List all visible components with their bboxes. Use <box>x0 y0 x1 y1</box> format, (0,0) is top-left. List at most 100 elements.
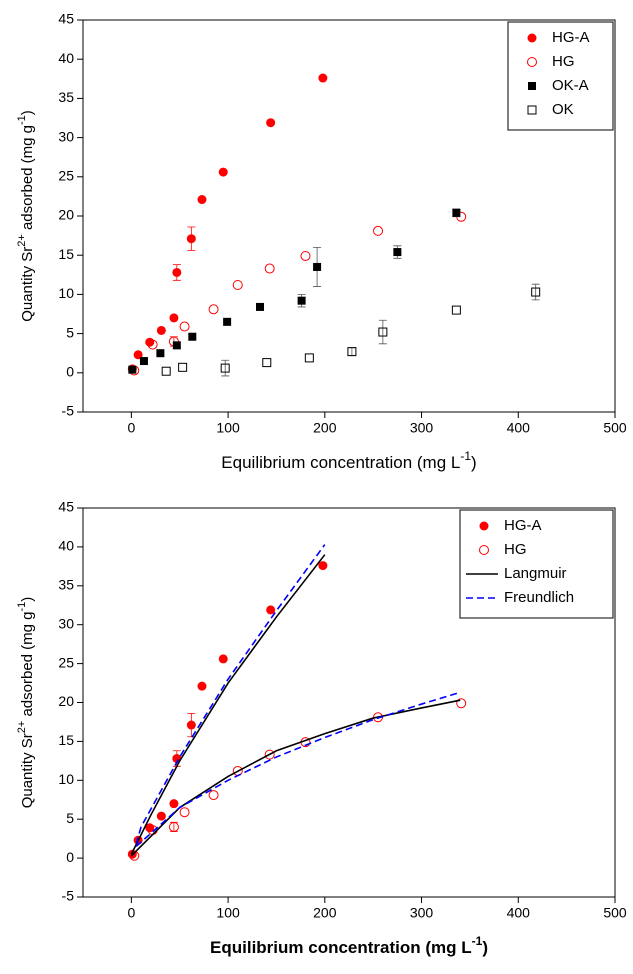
x-tick-label: 300 <box>410 905 434 921</box>
x-tick-label: 0 <box>127 905 135 921</box>
point <box>297 296 306 305</box>
point <box>186 720 196 730</box>
point <box>218 654 228 664</box>
x-tick-label: 0 <box>127 420 135 436</box>
legend-label: OK-A <box>552 77 589 94</box>
point <box>169 799 179 809</box>
y-tick-label: 0 <box>66 849 74 865</box>
point <box>169 313 179 323</box>
y-axis-label-part: ) <box>19 110 36 115</box>
y-tick-label: 45 <box>58 499 74 515</box>
fit-curve <box>135 691 461 848</box>
point <box>313 262 322 271</box>
x-tick-label: 200 <box>313 905 337 921</box>
x-tick-label: 400 <box>507 420 531 436</box>
point <box>232 279 243 290</box>
point <box>156 325 166 335</box>
point <box>452 208 461 217</box>
point <box>178 362 188 372</box>
y-tick-label: 10 <box>58 771 74 787</box>
x-axis-label: Equilibrium concentration (mg L-1) <box>210 934 488 957</box>
point <box>179 321 190 332</box>
y-tick-label: 15 <box>58 732 74 748</box>
y-tick-label: 30 <box>58 615 74 631</box>
point <box>218 167 228 177</box>
point <box>393 248 402 257</box>
legend-label: HG <box>552 53 575 70</box>
fit-curve <box>135 544 326 845</box>
y-tick-label: 20 <box>58 693 74 709</box>
y-axis-label-part: -1 <box>16 115 28 125</box>
legend-symbol <box>527 33 537 43</box>
x-tick-label: 300 <box>410 420 434 436</box>
legend-label: HG-A <box>552 29 590 46</box>
point <box>373 225 384 236</box>
x-tick-label: 500 <box>603 905 627 921</box>
plot-frame <box>82 19 616 413</box>
x-axis-label-part: ) <box>471 453 477 472</box>
point <box>133 350 143 360</box>
point <box>129 850 140 861</box>
point <box>179 807 190 818</box>
point <box>208 790 219 801</box>
point <box>264 263 275 274</box>
y-axis-label-part: 2+ <box>16 234 28 247</box>
y-axis-label: Quantity Sr2+ adsorbed (mg g-1) <box>16 110 36 322</box>
x-axis-label-part: Equilibrium concentration (mg L <box>221 453 460 472</box>
x-axis-label-part: Equilibrium concentration (mg L <box>210 938 472 957</box>
y-axis-label-part: Quantity Sr <box>19 247 36 322</box>
point <box>139 357 148 366</box>
legend-label: OK <box>552 101 574 118</box>
x-axis-label-part: -1 <box>460 449 471 463</box>
point <box>156 349 165 358</box>
point <box>188 332 197 341</box>
x-tick-label: 100 <box>216 905 240 921</box>
legend-symbol <box>527 57 537 67</box>
point <box>197 195 207 205</box>
y-axis-label-part: adsorbed (mg g <box>19 125 36 234</box>
point <box>318 561 328 571</box>
error-bar <box>378 319 387 345</box>
x-tick-label: 500 <box>603 420 627 436</box>
point <box>300 250 311 261</box>
x-axis-label-part: ) <box>482 938 488 957</box>
y-axis-label: Quantity Sr2+ adsorbed (mg g-1) <box>16 597 36 809</box>
point <box>145 337 155 347</box>
y-tick-label: 15 <box>58 246 74 262</box>
point <box>456 698 467 709</box>
y-tick-label: 40 <box>58 50 74 66</box>
y-axis-label-part: Quantity Sr <box>19 733 36 808</box>
legend-symbol <box>479 521 489 531</box>
point <box>347 347 357 357</box>
x-axis-label: Equilibrium concentration (mg L-1) <box>221 449 476 472</box>
legend-label: HG-A <box>504 517 542 534</box>
y-tick-label: 25 <box>58 654 74 670</box>
y-tick-label: 0 <box>66 364 74 380</box>
point <box>147 339 158 350</box>
x-tick-label: 100 <box>216 420 240 436</box>
y-tick-label: 20 <box>58 207 74 223</box>
legend-box <box>507 21 614 131</box>
point <box>161 366 171 376</box>
point <box>128 365 137 374</box>
y-tick-label: 10 <box>58 285 74 301</box>
y-tick-label: 30 <box>58 128 74 144</box>
point <box>220 363 230 373</box>
y-tick-label: 35 <box>58 89 74 105</box>
point <box>172 267 182 277</box>
point <box>531 287 541 297</box>
y-tick-label: 5 <box>66 810 74 826</box>
point <box>186 234 196 244</box>
y-tick-label: 40 <box>58 538 74 554</box>
legend-label: HG <box>504 541 527 558</box>
point <box>266 605 276 615</box>
y-tick-label: 5 <box>66 324 74 340</box>
point <box>197 681 207 691</box>
fit-curve <box>130 554 326 855</box>
point <box>378 327 388 337</box>
error-bar <box>347 347 356 356</box>
x-tick-label: 400 <box>507 905 531 921</box>
y-axis-label-part: adsorbed (mg g <box>19 611 36 720</box>
legend-label: Freundlich <box>504 589 574 606</box>
